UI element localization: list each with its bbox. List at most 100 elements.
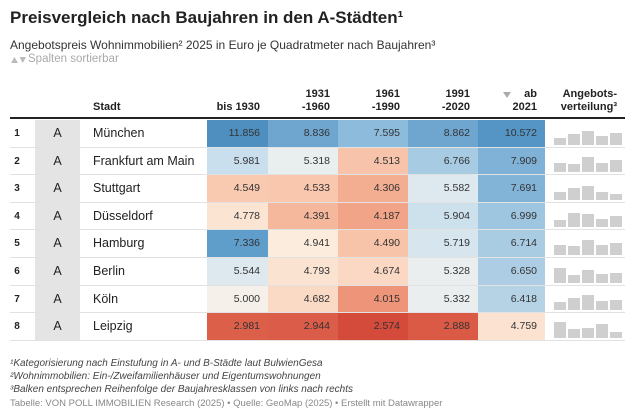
- source: Tabelle: VON POLL IMMOBILIEN Research (2…: [10, 398, 443, 409]
- price-cell: 6.418: [478, 285, 545, 313]
- distribution-bar: [554, 163, 566, 173]
- sort-icon: [11, 57, 26, 63]
- rank: 4: [14, 210, 20, 222]
- price-cell: 2.574: [338, 313, 408, 340]
- footnote: ³Balken entsprechen Reihenfolge der Bauj…: [10, 384, 353, 395]
- price-cell: 6.766: [408, 147, 478, 175]
- column-header: -1990: [371, 101, 400, 113]
- distribution-bar: [582, 269, 594, 283]
- price-cell: 5.544: [207, 258, 268, 285]
- city: Hamburg: [93, 236, 145, 251]
- price-cell: 10.572: [478, 120, 545, 147]
- sort-arrow[interactable]: [503, 91, 511, 99]
- column-header: 1991: [445, 88, 470, 100]
- price-cell: 5.000: [207, 285, 268, 313]
- city: Frankfurt am Main: [93, 153, 195, 168]
- price-cell: 4.490: [338, 230, 408, 257]
- row-rule: [10, 174, 625, 176]
- column-header: -1960: [301, 101, 330, 113]
- distribution-bar: [568, 274, 580, 283]
- price-cell: 2.888: [408, 313, 478, 340]
- price-cell: 7.595: [338, 120, 408, 147]
- distribution-bar: [610, 216, 622, 228]
- price-cell: 4.682: [268, 285, 338, 313]
- price-cell: 5.719: [408, 230, 478, 257]
- group: A: [35, 230, 80, 257]
- distribution-bar: [568, 133, 580, 145]
- distribution-bar: [554, 191, 566, 200]
- distribution-bar: [568, 328, 580, 338]
- price-cell: 5.328: [408, 258, 478, 285]
- distribution-bar: [582, 130, 594, 145]
- price-cell: 11.856: [207, 120, 268, 147]
- price-cell: 5.981: [207, 147, 268, 175]
- rank: 3: [14, 183, 20, 195]
- distribution-bar: [582, 185, 594, 200]
- distribution-bar: [554, 321, 566, 338]
- price-cell: 6.650: [478, 258, 545, 285]
- price-cell: 4.778: [207, 202, 268, 230]
- price-cell: 4.306: [338, 175, 408, 202]
- distribution-bar: [610, 300, 622, 311]
- footnote: ¹Kategorisierung nach Einstufung in A- u…: [10, 358, 323, 369]
- distribution-bar: [568, 246, 580, 255]
- city: Stuttgart: [93, 181, 141, 196]
- column-header: ab: [524, 88, 537, 100]
- distribution-bar: [554, 302, 566, 311]
- distribution-bar: [568, 164, 580, 173]
- distribution-bar: [610, 160, 622, 173]
- distribution-bar: [554, 245, 566, 255]
- price-cell: 5.904: [408, 202, 478, 230]
- distribution-bar: [596, 135, 608, 145]
- row-rule: [10, 284, 625, 286]
- city: München: [93, 126, 145, 140]
- distribution-bar: [610, 243, 622, 255]
- price-cell: 2.944: [268, 313, 338, 340]
- group: A: [35, 258, 80, 285]
- row-rule: [10, 201, 625, 203]
- distribution-bar: [596, 273, 608, 283]
- price-cell: 4.513: [338, 147, 408, 175]
- group: A: [35, 147, 80, 175]
- price-cell: 8.836: [268, 120, 338, 147]
- price-cell: 4.391: [268, 202, 338, 230]
- price-cell: 4.015: [338, 285, 408, 313]
- group: A: [35, 202, 80, 230]
- rank: 8: [14, 321, 20, 333]
- city: Leipzig: [93, 319, 133, 334]
- distribution-bar: [582, 295, 594, 311]
- price-cell: 5.332: [408, 285, 478, 313]
- distribution-bar: [610, 272, 622, 283]
- column-header: Stadt: [93, 101, 121, 113]
- distribution-bar: [596, 163, 608, 173]
- column-header: Angebots-: [562, 88, 617, 100]
- price-cell: 7.909: [478, 147, 545, 175]
- footnote: ²Wohnimmobilien: Ein-/Zweifamilienhäuser…: [10, 371, 321, 382]
- distribution-bar: [582, 327, 594, 338]
- title: Preisvergleich nach Baujahren in den A-S…: [10, 8, 404, 27]
- distribution-bar: [568, 187, 580, 200]
- price-cell: 4.549: [207, 175, 268, 202]
- sort-hint[interactable]: Spalten sortierbar: [28, 53, 119, 65]
- group: A: [35, 285, 80, 313]
- row-rule: [10, 146, 625, 148]
- column-header: 2021: [512, 101, 537, 113]
- distribution-bar: [596, 219, 608, 228]
- column-header: bis 1930: [216, 101, 260, 113]
- group: A: [35, 120, 80, 147]
- distribution-bar: [568, 298, 580, 311]
- row-rule: [10, 257, 625, 258]
- rank: 5: [14, 238, 20, 250]
- distribution-bar: [554, 220, 566, 228]
- distribution-bar: [610, 331, 622, 338]
- distribution-bar: [596, 191, 608, 200]
- row-rule: [10, 229, 625, 231]
- price-cell: 4.187: [338, 202, 408, 230]
- price-cell: 8.862: [408, 120, 478, 147]
- distribution-bar: [568, 213, 580, 228]
- column-header: -2020: [441, 101, 470, 113]
- rank: 1: [14, 128, 20, 139]
- price-cell: 6.999: [478, 202, 545, 230]
- distribution-bar: [582, 240, 594, 255]
